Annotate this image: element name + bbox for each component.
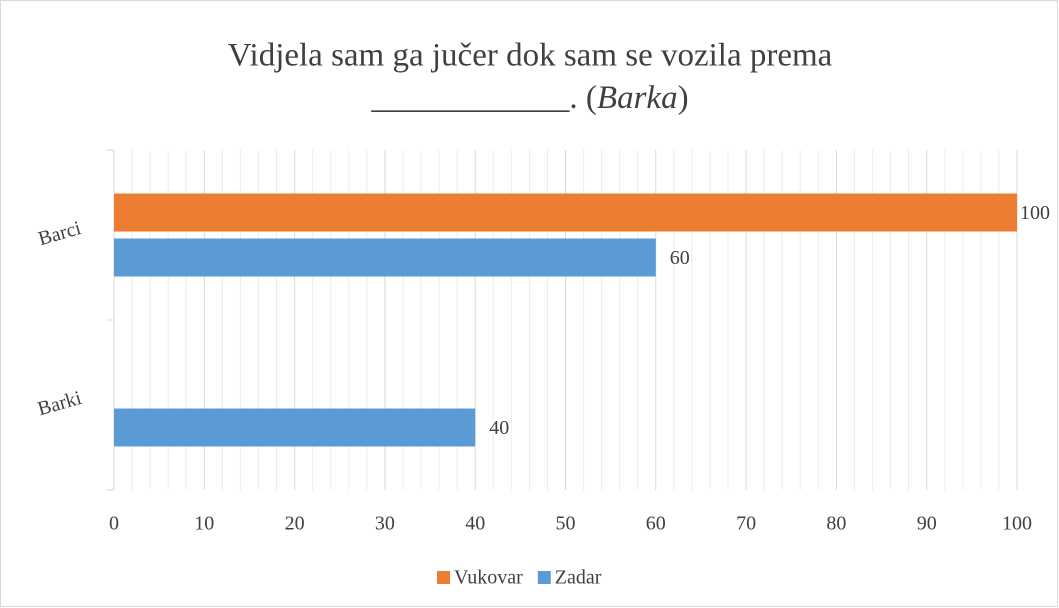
x-tick-label: 20 <box>285 513 305 535</box>
x-tick-label: 10 <box>194 513 214 535</box>
x-tick-label: 80 <box>826 513 846 535</box>
data-label: 100 <box>1020 202 1050 224</box>
legend-label: Vukovar <box>454 567 523 589</box>
x-tick-label: 0 <box>109 513 119 535</box>
chart-title: Vidjela sam ga jučer dok sam se vozila p… <box>228 38 833 74</box>
data-label: 60 <box>670 247 690 269</box>
legend-swatch <box>537 571 551 584</box>
x-tick-label: 100 <box>1002 513 1032 535</box>
x-tick-label: 70 <box>736 513 756 535</box>
title-part: ) <box>678 80 689 116</box>
x-tick-label: 50 <box>556 513 576 535</box>
x-tick-label: 40 <box>465 513 485 535</box>
bar <box>114 238 656 277</box>
x-tick-label: 30 <box>375 513 395 535</box>
x-tick-label: 90 <box>917 513 937 535</box>
chart-title: ____________. (Barka) <box>370 80 688 116</box>
bar <box>114 408 476 447</box>
legend-swatch <box>437 571 450 584</box>
legend-label: Zadar <box>555 567 602 589</box>
bar <box>114 193 1017 232</box>
title-part: ____________. ( <box>370 80 597 116</box>
title-part: Barka <box>597 80 678 116</box>
data-label: 40 <box>489 417 509 439</box>
x-tick-label: 60 <box>646 513 666 535</box>
